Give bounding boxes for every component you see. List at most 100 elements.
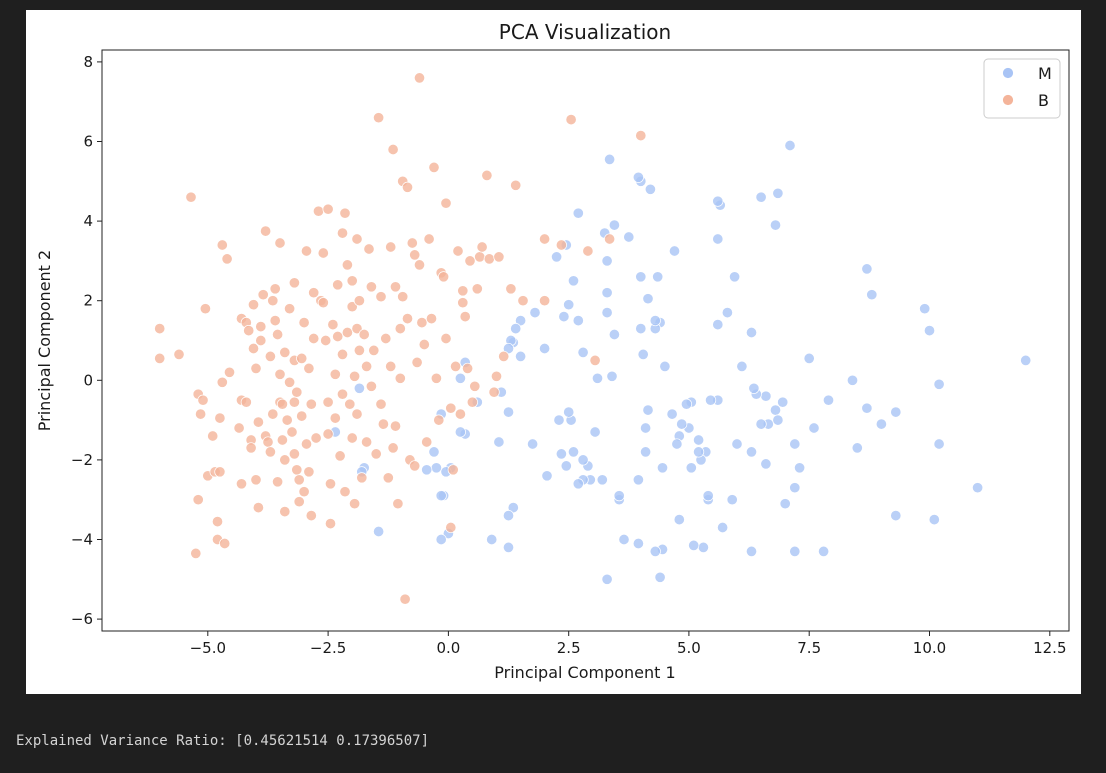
point-m bbox=[769, 404, 782, 416]
point-m bbox=[772, 187, 784, 199]
point-m bbox=[555, 448, 567, 460]
point-b bbox=[346, 301, 358, 313]
point-b bbox=[195, 408, 207, 420]
point-b bbox=[450, 360, 462, 372]
point-m bbox=[527, 438, 539, 450]
point-b bbox=[351, 323, 363, 335]
point-b bbox=[418, 338, 430, 351]
point-m bbox=[808, 422, 820, 434]
point-b bbox=[392, 498, 404, 510]
point-b bbox=[312, 205, 325, 217]
point-m bbox=[572, 315, 584, 327]
point-b bbox=[382, 472, 394, 484]
point-b bbox=[445, 521, 457, 534]
point-b bbox=[298, 486, 310, 498]
point-b bbox=[413, 259, 426, 271]
point-b bbox=[250, 362, 262, 374]
point-m bbox=[454, 426, 466, 438]
point-m bbox=[502, 510, 515, 522]
point-b bbox=[257, 289, 269, 301]
point-b bbox=[416, 317, 428, 329]
point-b bbox=[288, 448, 300, 460]
point-b bbox=[397, 291, 409, 303]
point-m bbox=[666, 408, 678, 420]
point-b bbox=[190, 547, 202, 559]
point-b bbox=[272, 476, 284, 488]
point-b bbox=[300, 245, 313, 257]
point-m bbox=[589, 426, 601, 438]
point-b bbox=[324, 518, 337, 530]
point-m bbox=[640, 422, 652, 434]
point-m bbox=[779, 498, 791, 510]
point-b bbox=[303, 466, 315, 478]
point-m bbox=[861, 402, 873, 414]
point-b bbox=[286, 426, 298, 438]
point-b bbox=[440, 332, 452, 345]
point-b bbox=[505, 283, 517, 295]
point-m bbox=[551, 251, 563, 263]
point-m bbox=[430, 462, 442, 474]
point-b bbox=[247, 299, 260, 311]
point-m bbox=[890, 406, 902, 418]
point-m bbox=[572, 478, 584, 490]
point-m bbox=[486, 533, 498, 546]
point-b bbox=[430, 372, 442, 384]
point-m bbox=[803, 352, 815, 364]
point-m bbox=[632, 474, 644, 486]
point-b bbox=[375, 398, 387, 410]
point-b bbox=[490, 370, 503, 382]
point-m bbox=[659, 360, 671, 372]
point-b bbox=[411, 356, 423, 368]
legend-label-m: M bbox=[1038, 64, 1052, 83]
point-b bbox=[154, 323, 166, 335]
point-m bbox=[577, 346, 589, 358]
point-b bbox=[358, 328, 370, 341]
point-b bbox=[425, 313, 438, 325]
point-b bbox=[235, 478, 248, 490]
point-b bbox=[211, 516, 224, 528]
point-b bbox=[247, 342, 260, 355]
point-b bbox=[274, 237, 286, 249]
x-tick-label: 12.5 bbox=[1033, 639, 1066, 657]
point-b bbox=[476, 241, 488, 253]
point-b bbox=[582, 245, 594, 257]
point-m bbox=[736, 360, 748, 372]
point-b bbox=[240, 396, 252, 408]
point-b bbox=[498, 350, 510, 362]
point-b bbox=[421, 436, 433, 448]
point-b bbox=[401, 181, 414, 193]
point-b bbox=[409, 460, 421, 472]
point-b bbox=[296, 410, 308, 422]
point-b bbox=[296, 352, 308, 364]
point-b bbox=[291, 386, 303, 398]
point-b bbox=[281, 414, 293, 426]
point-m bbox=[572, 207, 584, 219]
point-b bbox=[389, 281, 402, 293]
point-b bbox=[459, 311, 471, 323]
point-b bbox=[361, 436, 373, 448]
point-b bbox=[365, 380, 377, 392]
point-m bbox=[560, 460, 572, 472]
point-m bbox=[654, 571, 666, 583]
point-b bbox=[349, 498, 361, 510]
point-b bbox=[373, 112, 385, 124]
point-b bbox=[216, 376, 228, 388]
point-m bbox=[726, 494, 738, 506]
point-b bbox=[433, 414, 445, 426]
point-b bbox=[539, 233, 551, 245]
point-b bbox=[272, 328, 284, 341]
point-b bbox=[361, 360, 373, 372]
point-b bbox=[353, 295, 365, 307]
legend-label-b: B bbox=[1038, 91, 1049, 110]
point-b bbox=[274, 368, 286, 380]
point-m bbox=[745, 545, 758, 557]
legend: M B bbox=[983, 58, 1061, 119]
point-m bbox=[563, 299, 575, 311]
point-m bbox=[635, 271, 647, 283]
point-b bbox=[380, 332, 392, 345]
points-layer bbox=[154, 72, 1032, 605]
point-b bbox=[336, 348, 349, 360]
point-m bbox=[777, 396, 789, 408]
plot-frame bbox=[101, 49, 1070, 632]
figure-canvas: PCA Visualization −5.0 −2.5 0.0 2.5 5.0 7.5 10… bbox=[26, 10, 1081, 694]
